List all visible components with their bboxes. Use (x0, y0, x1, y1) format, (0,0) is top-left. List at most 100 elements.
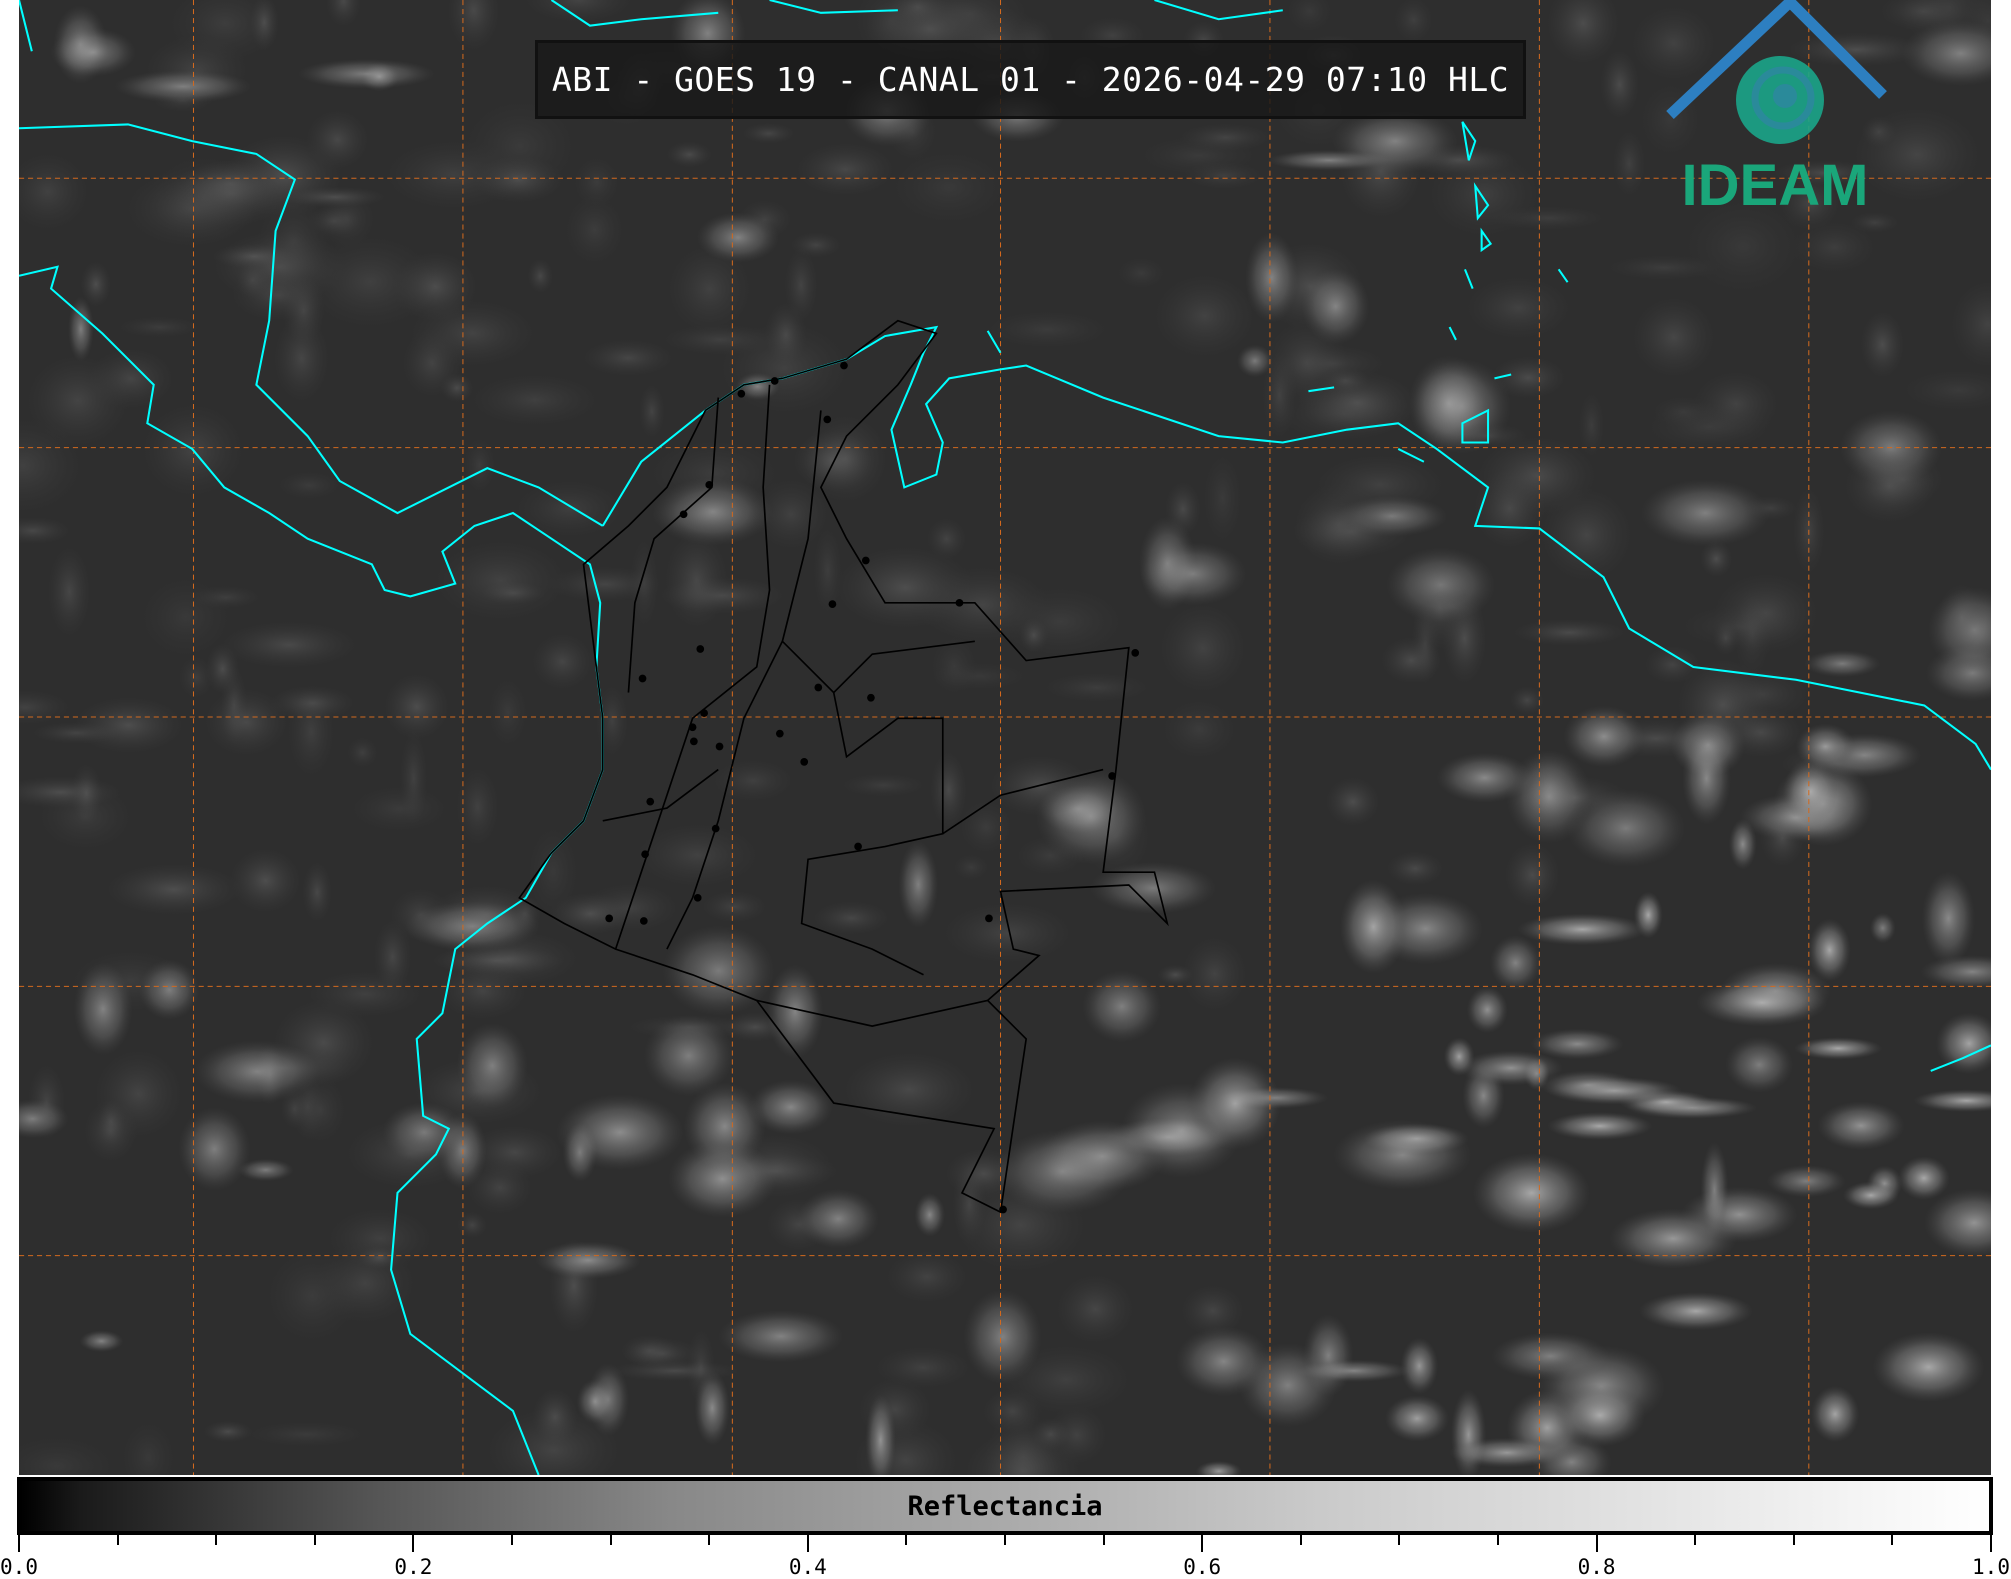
cloud (1466, 986, 1508, 1034)
cloud (117, 316, 202, 338)
cloud (105, 863, 242, 916)
cloud (842, 1051, 976, 1128)
cloud (835, 546, 976, 629)
cloud (346, 737, 379, 769)
cloud (114, 70, 252, 103)
cloud (1333, 1119, 1472, 1190)
cloud (1279, 345, 1387, 383)
cloud (1921, 871, 1976, 966)
cloud (212, 243, 296, 270)
colorbar-axis: 0.0 0.2 0.4 0.6 0.8 1.0 (0, 1535, 2011, 1579)
cloud (1546, 0, 1620, 65)
cloud (120, 1420, 177, 1475)
city-marker (985, 914, 993, 923)
city-marker (679, 510, 688, 519)
cloud (664, 531, 729, 629)
coastline-north (19, 0, 1283, 52)
cloud (302, 861, 333, 923)
cloud (291, 1072, 325, 1142)
city-marker (775, 729, 784, 738)
colorbar: Reflectancia (17, 1477, 1993, 1535)
city-marker (646, 797, 655, 806)
city-marker (840, 361, 848, 370)
cloud (885, 1250, 969, 1304)
cloud (531, 633, 594, 691)
city-markers (605, 361, 1140, 1214)
cloud (1291, 505, 1413, 559)
cloud (1779, 745, 1897, 782)
minor-tick (905, 1535, 908, 1545)
cloud (1181, 936, 1248, 1012)
city-marker (823, 415, 832, 424)
cloud (638, 384, 666, 439)
cloud (1490, 206, 1607, 231)
cloud (887, 0, 949, 28)
cloud (193, 1040, 321, 1104)
cloud (456, 1022, 529, 1109)
city-marker (854, 842, 862, 851)
cloud (345, 1118, 475, 1189)
cloud (1019, 617, 1049, 653)
minor-tick (609, 1535, 612, 1545)
cloud (790, 232, 842, 258)
city-marker (1131, 649, 1140, 657)
cloud (1056, 1274, 1135, 1344)
cloud (68, 296, 94, 362)
cloud (1448, 1437, 1566, 1468)
cloud (1644, 645, 1701, 685)
cloud (1850, 211, 1900, 234)
cloud (797, 1188, 880, 1249)
satellite-map[interactable]: ABI - GOES 19 - CANAL 01 - 2026-04-29 07… (19, 0, 1991, 1475)
cloud (178, 655, 214, 700)
cloud (812, 901, 891, 935)
cloud (1464, 276, 1572, 340)
tick-label: 0.2 (394, 1555, 433, 1579)
cloud (766, 964, 824, 1059)
city-marker (696, 645, 705, 653)
minor-tick (1004, 1535, 1006, 1545)
cloud (1180, 1284, 1245, 1337)
cloud (889, 150, 1009, 226)
city-marker (828, 600, 837, 608)
coastline-central-america (19, 265, 604, 1475)
minor-tick (1497, 1535, 1499, 1545)
cloud (1153, 273, 1257, 359)
cloud (19, 1435, 117, 1475)
cloud (1554, 1383, 1646, 1447)
cloud (97, 1099, 125, 1144)
cloud (1116, 257, 1166, 290)
cloud (668, 1140, 777, 1218)
cloud (1766, 1164, 1846, 1198)
cloud (428, 885, 544, 945)
cloud (307, 205, 360, 236)
city-marker (693, 893, 702, 902)
cloud (287, 685, 335, 778)
cloud (1609, 1208, 1737, 1269)
cloud (1901, 20, 1991, 87)
cloud (325, 0, 362, 28)
cloud (1920, 955, 1991, 989)
cloud (359, 62, 400, 92)
cloud-field (19, 0, 1991, 1475)
cloud (1189, 1057, 1281, 1150)
cloud (277, 471, 341, 500)
cloud (527, 825, 580, 919)
cloud (1410, 566, 1470, 651)
cloud (573, 156, 620, 208)
cloud (1546, 1112, 1653, 1141)
cloud (1817, 1101, 1905, 1151)
cloud (1578, 392, 1605, 459)
major-tick (18, 1535, 20, 1552)
cloud (167, 0, 283, 63)
cloud (547, 566, 663, 603)
cloud (1384, 1395, 1450, 1442)
logo-text: IDEAM (1682, 153, 1869, 215)
cloud (455, 766, 500, 847)
cloud (47, 546, 91, 638)
cloud (1780, 176, 1841, 231)
cloud (865, 1394, 896, 1475)
city-marker (705, 480, 714, 489)
cloud (457, 1211, 488, 1239)
cloud (1869, 912, 1896, 944)
city-marker (641, 850, 649, 859)
